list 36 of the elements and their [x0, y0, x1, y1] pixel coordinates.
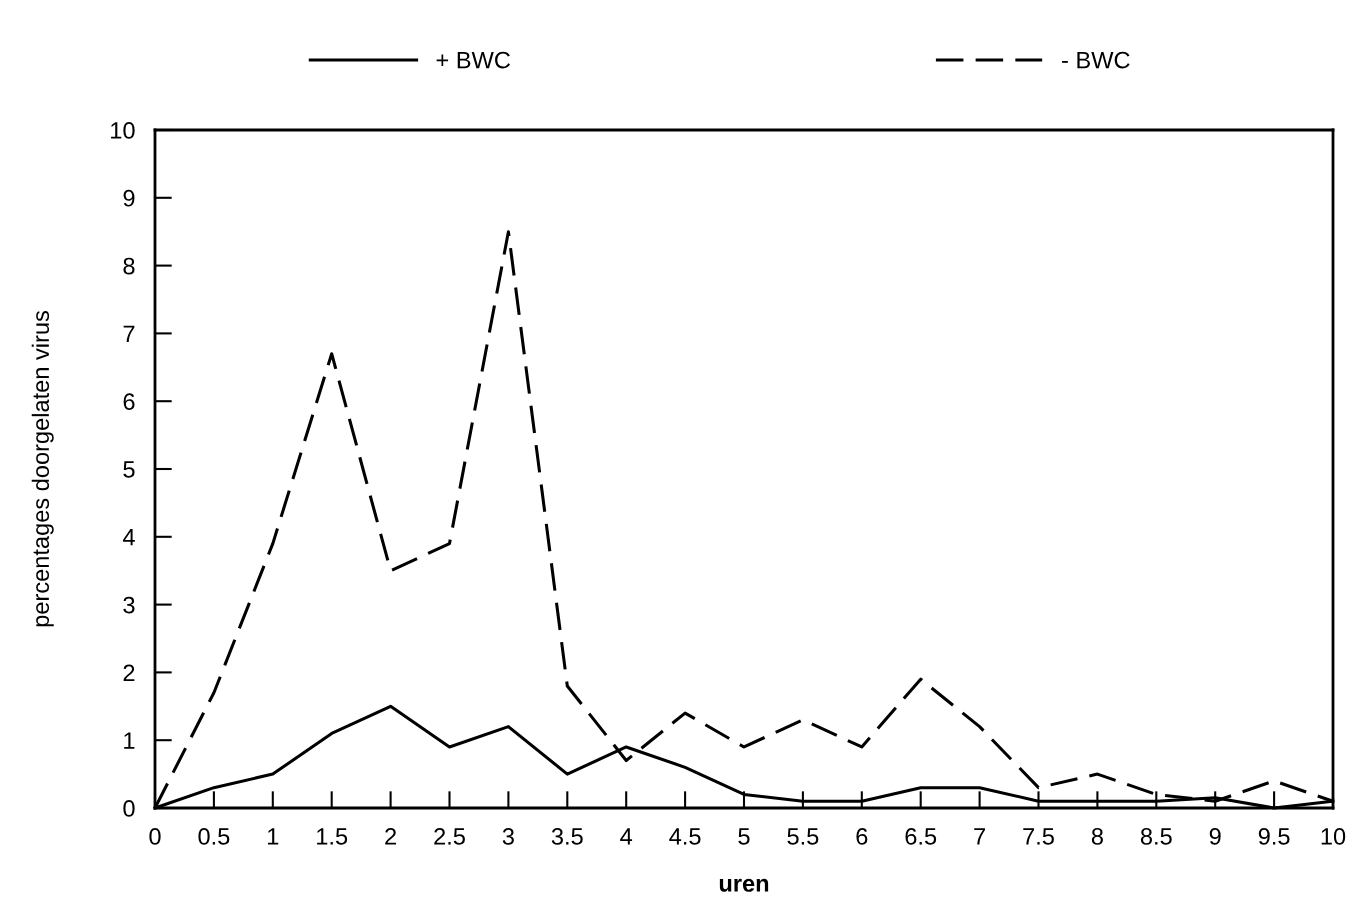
legend-label: + BWC [436, 51, 510, 69]
y-tick-label: 7 [123, 325, 135, 342]
y-tick-label: 5 [123, 461, 135, 478]
y-tick-label: 2 [123, 664, 135, 681]
x-tick-label: 5 [738, 828, 750, 845]
x-tick-label: 6 [856, 828, 868, 845]
x-tick-label: 8.5 [1140, 828, 1172, 845]
legend-label: - BWC [1062, 51, 1130, 69]
x-tick-label: 2 [385, 828, 396, 845]
x-tick-label: 7.5 [1023, 828, 1054, 845]
x-axis-title: uren [719, 878, 769, 892]
y-tick-label: 0 [123, 800, 135, 817]
y-tick-label: 9 [123, 189, 135, 207]
y-tick-label: 6 [123, 393, 135, 410]
x-tick-label: 1.5 [317, 828, 348, 845]
x-tick-label: 3.5 [551, 828, 583, 845]
x-tick-label: 5.5 [787, 828, 819, 845]
y-axis-title: percentages doorgelaten virus [31, 311, 54, 627]
y-tick-label: 8 [123, 257, 135, 275]
y-tick-label: 1 [124, 732, 135, 749]
x-tick-label: 4.5 [669, 828, 701, 845]
y-tick-label: 4 [122, 529, 135, 546]
x-tick-label: 3 [502, 828, 514, 845]
x-tick-label: 0 [149, 828, 161, 845]
x-tick-label: 0.5 [198, 828, 230, 845]
y-tick-label: 10 [111, 122, 135, 139]
x-tick-label: 1 [268, 828, 279, 845]
y-tick-label: 3 [123, 596, 135, 614]
x-tick-label: 9.5 [1258, 828, 1290, 845]
x-tick-label: 8 [1091, 828, 1103, 845]
x-tick-label: 10 [1321, 828, 1346, 845]
x-tick-label: 9 [1209, 828, 1221, 845]
x-tick-label: 4 [620, 828, 633, 845]
x-tick-label: 7 [974, 828, 985, 845]
x-tick-label: 2.5 [434, 828, 465, 845]
x-tick-label: 6.5 [905, 828, 937, 845]
